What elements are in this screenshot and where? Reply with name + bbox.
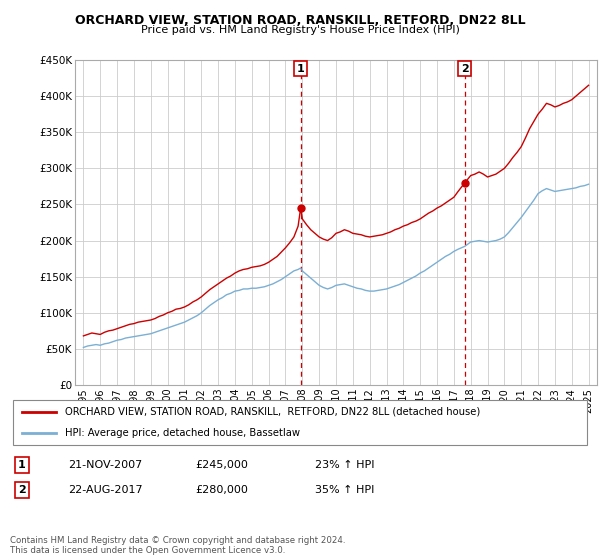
Text: HPI: Average price, detached house, Bassetlaw: HPI: Average price, detached house, Bass… bbox=[65, 428, 300, 438]
Text: 21-NOV-2007: 21-NOV-2007 bbox=[68, 460, 142, 470]
Text: 1: 1 bbox=[18, 460, 26, 470]
FancyBboxPatch shape bbox=[13, 400, 587, 445]
Text: ORCHARD VIEW, STATION ROAD, RANSKILL, RETFORD, DN22 8LL: ORCHARD VIEW, STATION ROAD, RANSKILL, RE… bbox=[74, 14, 526, 27]
Text: 22-AUG-2017: 22-AUG-2017 bbox=[68, 485, 143, 495]
Text: Price paid vs. HM Land Registry's House Price Index (HPI): Price paid vs. HM Land Registry's House … bbox=[140, 25, 460, 35]
Text: Contains HM Land Registry data © Crown copyright and database right 2024.
This d: Contains HM Land Registry data © Crown c… bbox=[10, 535, 346, 555]
Text: 35% ↑ HPI: 35% ↑ HPI bbox=[315, 485, 374, 495]
Text: £280,000: £280,000 bbox=[195, 485, 248, 495]
Text: 2: 2 bbox=[18, 485, 26, 495]
Text: 2: 2 bbox=[461, 64, 469, 74]
Text: ORCHARD VIEW, STATION ROAD, RANSKILL,  RETFORD, DN22 8LL (detached house): ORCHARD VIEW, STATION ROAD, RANSKILL, RE… bbox=[65, 407, 481, 417]
Text: £245,000: £245,000 bbox=[195, 460, 248, 470]
Text: 1: 1 bbox=[297, 64, 305, 74]
Text: 23% ↑ HPI: 23% ↑ HPI bbox=[315, 460, 374, 470]
